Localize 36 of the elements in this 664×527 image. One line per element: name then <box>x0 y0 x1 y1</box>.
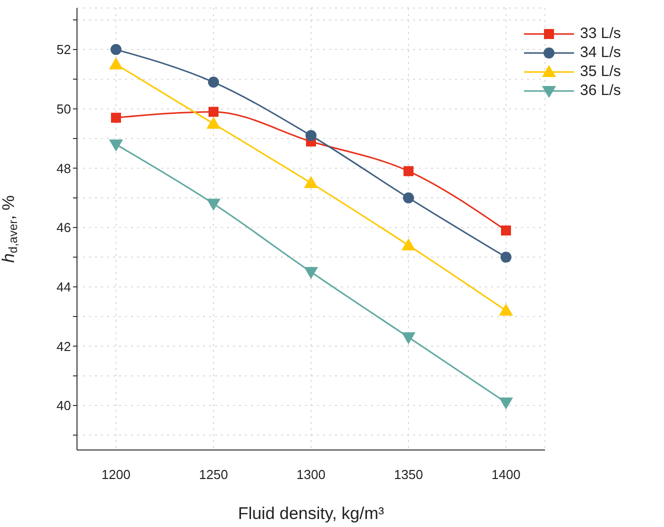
point <box>500 252 512 263</box>
y-tick-label: 42 <box>56 338 71 354</box>
y-tick-label: 46 <box>56 220 71 236</box>
point <box>206 116 220 129</box>
point <box>111 112 121 123</box>
y-tick-label: 40 <box>56 398 71 414</box>
point <box>208 106 218 117</box>
point <box>208 76 219 88</box>
point <box>304 267 318 280</box>
y-tick-label: 44 <box>56 279 71 294</box>
y-tick-label: 48 <box>56 160 71 176</box>
point <box>499 398 513 410</box>
legend-label: 35 L/s <box>580 63 621 80</box>
y-tick-label: 50 <box>56 101 71 116</box>
point <box>404 166 414 176</box>
x-tick-label: 1200 <box>102 467 130 482</box>
x-tick-label: 1300 <box>296 467 326 482</box>
point <box>402 332 416 344</box>
point <box>304 176 318 188</box>
x-tick-label: 1350 <box>394 467 423 482</box>
point <box>306 130 316 142</box>
point <box>206 198 220 211</box>
x-tick-label: 1400 <box>492 467 520 482</box>
legend-label: 33 L/s <box>580 25 621 42</box>
x-tick-label: 1250 <box>199 467 228 482</box>
legend-label: 34 L/s <box>580 44 621 61</box>
point <box>499 304 513 316</box>
point <box>109 139 123 152</box>
point <box>403 192 414 204</box>
point <box>501 225 511 236</box>
point <box>109 57 123 70</box>
legend-label: 36 L/s <box>580 82 621 99</box>
x-axis-title: Fluid density, kg/m³ <box>238 504 384 523</box>
point <box>110 44 122 56</box>
y-tick-label: 52 <box>56 42 71 58</box>
point <box>402 238 416 250</box>
